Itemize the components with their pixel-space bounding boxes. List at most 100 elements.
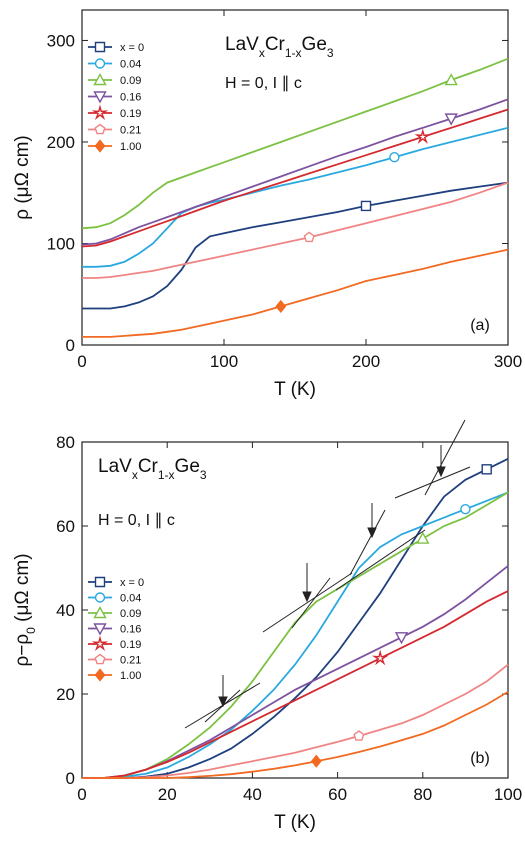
panel-label: (b) bbox=[470, 750, 490, 767]
legend-marker bbox=[94, 41, 106, 53]
legend-label: 0.16 bbox=[120, 92, 141, 104]
marker bbox=[310, 754, 322, 768]
marker bbox=[481, 464, 492, 475]
y-axis-label-part: ρ−ρ bbox=[12, 634, 33, 667]
marker bbox=[444, 73, 458, 86]
legend-marker bbox=[91, 104, 109, 121]
legend-label: 0.21 bbox=[120, 125, 141, 137]
formula-part: 1-x bbox=[285, 46, 302, 60]
x-axis-label: T (K) bbox=[274, 812, 316, 833]
decorations bbox=[184, 419, 471, 729]
legend-marker bbox=[94, 653, 106, 665]
legend-marker bbox=[94, 123, 106, 135]
x-tick-label: 20 bbox=[158, 785, 177, 804]
series-line bbox=[82, 491, 509, 779]
arrow-head bbox=[302, 591, 312, 603]
series-line bbox=[82, 565, 509, 779]
panel-label: (a) bbox=[470, 317, 490, 334]
legend-marker bbox=[94, 592, 106, 603]
tangent-line bbox=[262, 572, 353, 633]
marker bbox=[303, 231, 315, 243]
series-line bbox=[81, 98, 509, 246]
marker bbox=[414, 128, 432, 144]
formula-part: LaV bbox=[98, 456, 132, 477]
y-tick-label: 300 bbox=[47, 31, 75, 50]
plot-frame bbox=[81, 441, 509, 779]
legend-label: 0.19 bbox=[120, 639, 141, 651]
series-line bbox=[82, 663, 509, 779]
x-tick-label: 100 bbox=[210, 352, 238, 371]
x-axis-label: T (K) bbox=[274, 379, 316, 400]
marker bbox=[389, 151, 400, 163]
x-tick-label: 100 bbox=[494, 785, 522, 804]
x-tick-label: 60 bbox=[328, 785, 347, 804]
tangent-line bbox=[291, 577, 331, 629]
series-line bbox=[82, 590, 509, 779]
marker bbox=[416, 531, 430, 544]
formula-part: Cr bbox=[265, 34, 286, 55]
legend-marker bbox=[93, 73, 107, 86]
condition: H = 0, I ∥ c bbox=[98, 512, 175, 529]
y-tick-label: 0 bbox=[66, 336, 75, 355]
y-tick-label: 0 bbox=[66, 769, 75, 788]
legend-marker bbox=[93, 91, 107, 104]
series-line bbox=[82, 126, 509, 268]
x-tick-label: 0 bbox=[77, 785, 86, 804]
legend-label: x = 0 bbox=[120, 42, 144, 54]
marker bbox=[353, 730, 365, 741]
y-tick-label: 100 bbox=[47, 234, 75, 253]
tangent-line bbox=[394, 466, 471, 499]
legend-marker bbox=[94, 576, 106, 588]
y-tick-label: 20 bbox=[56, 685, 75, 704]
legend-marker bbox=[94, 58, 106, 69]
marker bbox=[460, 504, 471, 515]
tangent-line bbox=[204, 689, 241, 723]
series-line bbox=[81, 57, 509, 230]
arrow-head bbox=[436, 466, 446, 478]
marker bbox=[371, 649, 389, 666]
formula-part: Ge bbox=[175, 456, 200, 477]
formula-part: Ge bbox=[302, 34, 327, 55]
legend-label: 0.09 bbox=[120, 75, 141, 87]
legend-marker bbox=[93, 606, 107, 619]
series-line bbox=[82, 248, 509, 338]
legend-marker bbox=[94, 139, 106, 153]
legend-label: 0.21 bbox=[120, 655, 141, 667]
y-tick-label: 80 bbox=[56, 433, 75, 452]
formula-part: 3 bbox=[200, 468, 207, 482]
y-axis-label: ρ−ρ0 (μΩ cm) bbox=[12, 553, 38, 666]
y-tick-label: 60 bbox=[56, 517, 75, 536]
legend-label: 1.00 bbox=[120, 141, 141, 153]
x-tick-label: 0 bbox=[77, 352, 86, 371]
tangent-line bbox=[424, 419, 466, 496]
legend-label: 0.09 bbox=[120, 608, 141, 620]
formula-part: x bbox=[259, 46, 265, 60]
arrow-head bbox=[218, 696, 228, 708]
y-axis-label: ρ (μΩ cm) bbox=[12, 135, 33, 220]
series-line bbox=[82, 691, 509, 779]
tangent-line bbox=[335, 529, 426, 591]
series-line bbox=[82, 181, 509, 279]
y-axis-label-part: (μΩ cm) bbox=[12, 553, 33, 627]
marker bbox=[360, 200, 372, 212]
marker bbox=[275, 299, 287, 314]
series-line bbox=[82, 181, 509, 310]
marker bbox=[394, 632, 409, 645]
panel: 0 100 200 300 0 100 200 300 T (K) ρ (μΩ cm) LaVxCr… bbox=[12, 9, 522, 400]
y-tick-label: 200 bbox=[47, 133, 75, 152]
x-tick-label: 200 bbox=[352, 352, 380, 371]
x-tick-label: 300 bbox=[494, 352, 522, 371]
formula-part: 3 bbox=[327, 46, 334, 60]
y-axis-label-part: ρ (μΩ cm) bbox=[12, 135, 33, 220]
series-line bbox=[82, 457, 509, 779]
legend-marker bbox=[94, 668, 106, 682]
plot-frame bbox=[81, 9, 509, 346]
y-axis-label-part: 0 bbox=[24, 627, 38, 634]
condition: H = 0, I ∥ c bbox=[225, 75, 302, 92]
formula-part: 1-x bbox=[158, 468, 175, 482]
marker bbox=[444, 113, 458, 126]
x-tick-label: 80 bbox=[413, 785, 432, 804]
legend-marker bbox=[91, 635, 109, 652]
